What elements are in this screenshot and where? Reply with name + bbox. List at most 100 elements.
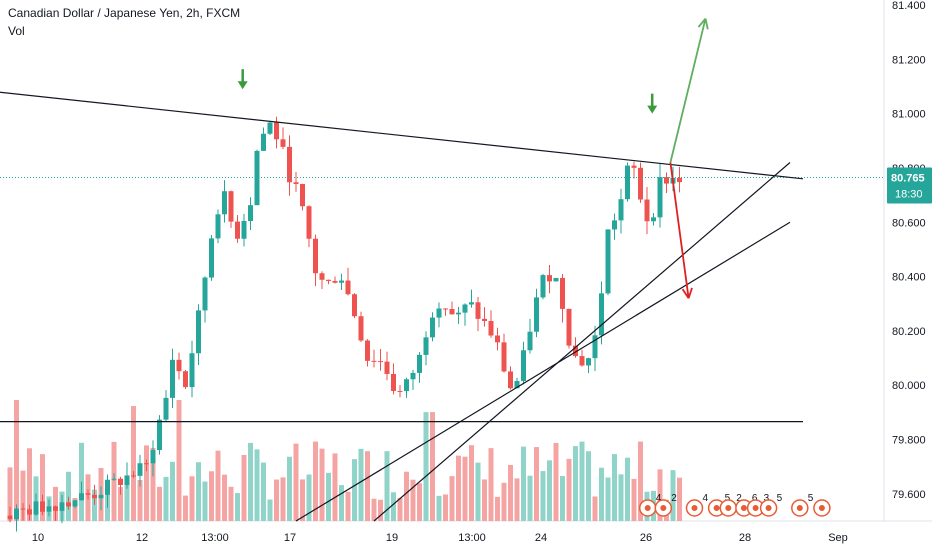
volume-bar — [521, 446, 526, 521]
volume-bar — [670, 470, 676, 521]
candle-body — [397, 390, 403, 392]
arrow-down-projection — [669, 162, 693, 299]
candle-body — [59, 502, 65, 511]
volume-series — [7, 400, 682, 521]
candle-body — [664, 177, 669, 184]
trendline — [373, 162, 791, 522]
volume-bar — [501, 482, 507, 521]
x-tick-label: 19 — [386, 532, 398, 544]
volume-bar — [443, 494, 448, 521]
trendline — [295, 221, 791, 522]
candle-body — [579, 356, 585, 366]
volume-bar — [339, 485, 344, 521]
candle-body — [644, 199, 650, 222]
volume-bar — [163, 476, 169, 521]
event-count: 4 — [703, 493, 709, 504]
candle-body — [534, 297, 539, 332]
trendline — [0, 91, 804, 180]
candle-body — [157, 419, 162, 451]
y-tick-label: 81.000 — [892, 109, 926, 121]
volume-bar — [92, 489, 97, 521]
candle-body — [261, 133, 266, 151]
candle-body — [508, 371, 513, 389]
volume-bar — [514, 478, 520, 521]
candle-body — [72, 500, 78, 507]
x-tick-label: Sep — [828, 532, 848, 544]
candle-body — [300, 183, 305, 207]
candle-body — [118, 478, 123, 485]
candle-body — [27, 509, 32, 515]
volume-bar — [495, 496, 500, 521]
down-marker-icon — [647, 93, 658, 114]
candle-body — [176, 359, 182, 372]
y-tick-label: 80.600 — [892, 217, 926, 229]
volume-bar — [631, 478, 637, 521]
candle-body — [98, 494, 104, 499]
volume-bar — [111, 441, 117, 521]
volume-bar — [196, 462, 201, 521]
y-tick-label: 80.400 — [892, 272, 926, 284]
volume-bar — [449, 476, 455, 521]
volume-bar — [553, 442, 559, 521]
volume-bar — [456, 455, 461, 521]
candle-body — [417, 354, 422, 373]
volume-bar — [378, 499, 383, 521]
volume-bar — [365, 451, 370, 521]
volume-bar — [423, 412, 429, 521]
candle-body — [605, 229, 611, 294]
candle-body — [14, 508, 19, 520]
x-tick-label: 17 — [284, 532, 296, 544]
volume-bar — [384, 451, 390, 521]
candle-body — [423, 337, 429, 355]
event-count: 5 — [725, 493, 731, 504]
candle-body — [488, 320, 494, 336]
volume-bar — [131, 406, 136, 521]
volume-bar — [202, 481, 208, 521]
candle-body — [482, 318, 487, 321]
volume-bar — [241, 455, 247, 521]
candle-body — [612, 220, 617, 230]
event-badge — [813, 499, 831, 517]
candle-body — [651, 217, 656, 222]
volume-bar — [313, 441, 318, 521]
event-badge: 5 — [791, 493, 814, 517]
volume-bar — [287, 456, 292, 521]
candle-body — [79, 493, 84, 501]
candle-body — [306, 206, 312, 239]
volume-bar — [599, 467, 604, 521]
candle-body — [293, 182, 299, 184]
volume-bar — [53, 486, 58, 521]
event-badge: 4 — [685, 493, 709, 517]
candle-body — [287, 146, 292, 183]
candle-body — [189, 353, 195, 388]
volume-bar — [508, 464, 513, 521]
volume-bar — [469, 445, 474, 521]
candle-body — [85, 493, 91, 495]
volume-bar — [215, 450, 221, 521]
volume-bar — [124, 481, 130, 521]
candle-body — [274, 122, 279, 140]
event-count: 4 — [656, 493, 662, 504]
candle-body — [592, 335, 598, 359]
candle-body — [384, 361, 390, 374]
event-badge: 3 — [746, 493, 770, 517]
volume-bar — [638, 441, 643, 521]
candle-body — [404, 379, 409, 392]
x-tick-label: 26 — [640, 532, 652, 544]
candle-body — [553, 277, 559, 282]
last-price-value: 80.765 — [891, 172, 925, 184]
candle-body — [248, 205, 253, 222]
volume-bar — [306, 474, 312, 521]
candle-body — [46, 506, 52, 512]
y-tick-label: 80.200 — [892, 326, 926, 338]
volume-bar — [280, 477, 286, 521]
volume-bar — [254, 449, 260, 521]
candle-body — [124, 475, 130, 485]
candle-body — [443, 308, 448, 310]
candle-body — [209, 238, 214, 278]
x-tick-label: 13:00 — [458, 532, 486, 544]
candle-body — [40, 501, 45, 512]
candle-body — [521, 350, 526, 382]
volume-bar — [436, 495, 442, 521]
